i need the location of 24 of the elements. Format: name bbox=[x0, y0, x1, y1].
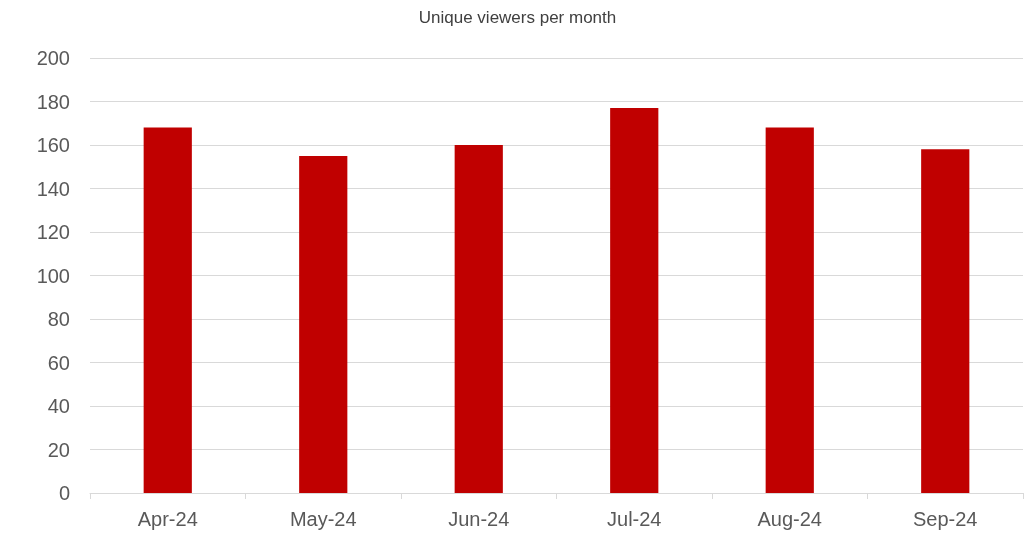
bar bbox=[921, 149, 970, 493]
chart-title: Unique viewers per month bbox=[418, 8, 617, 27]
bar bbox=[454, 145, 503, 493]
x-tick-label: May-24 bbox=[289, 508, 357, 530]
y-tick-label: 160 bbox=[36, 134, 70, 156]
bar bbox=[299, 155, 348, 493]
x-tick-label: Jul-24 bbox=[607, 508, 662, 530]
x-tick-label: Apr-24 bbox=[137, 508, 198, 530]
bar bbox=[765, 127, 814, 493]
x-tick-label: Jun-24 bbox=[448, 508, 510, 530]
x-tick-label: Aug-24 bbox=[757, 508, 822, 530]
x-tick-label: Sep-24 bbox=[913, 508, 978, 530]
y-tick-label: 180 bbox=[36, 90, 70, 113]
y-tick-label: 120 bbox=[36, 221, 70, 243]
bar bbox=[610, 108, 659, 493]
y-tick-label: 100 bbox=[36, 264, 70, 287]
y-tick-label: 200 bbox=[36, 47, 70, 69]
bar bbox=[143, 127, 192, 493]
y-tick-label: 40 bbox=[47, 395, 70, 417]
y-tick-label: 20 bbox=[47, 438, 70, 461]
y-tick-label: 140 bbox=[36, 177, 70, 200]
y-tick-label: 0 bbox=[58, 482, 70, 504]
y-tick-label: 60 bbox=[47, 351, 70, 374]
y-tick-label: 80 bbox=[47, 308, 70, 330]
